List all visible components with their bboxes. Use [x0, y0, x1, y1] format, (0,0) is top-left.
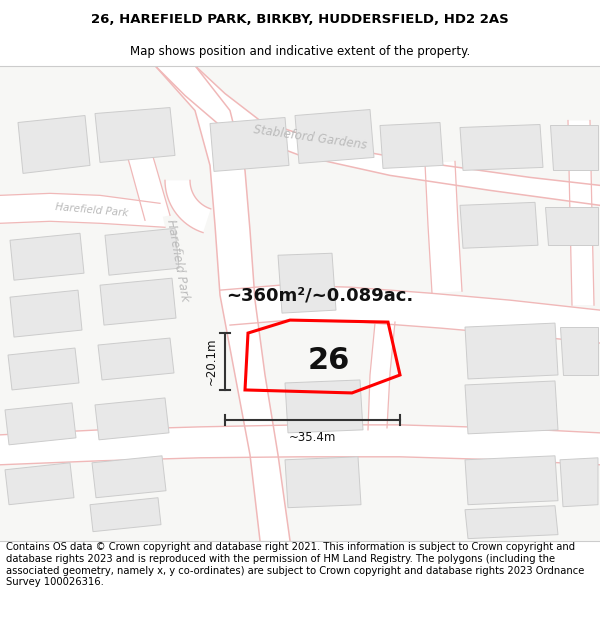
- Polygon shape: [0, 425, 600, 465]
- Polygon shape: [550, 126, 598, 171]
- Polygon shape: [560, 327, 598, 375]
- Text: Harefield Park: Harefield Park: [164, 218, 191, 302]
- Polygon shape: [568, 121, 594, 305]
- Polygon shape: [285, 380, 363, 433]
- Polygon shape: [368, 322, 395, 430]
- Polygon shape: [10, 290, 82, 337]
- Polygon shape: [100, 278, 176, 325]
- Text: 26: 26: [307, 346, 350, 375]
- Polygon shape: [165, 181, 211, 232]
- Polygon shape: [18, 116, 90, 173]
- Polygon shape: [155, 66, 600, 206]
- Polygon shape: [5, 462, 74, 505]
- Polygon shape: [115, 114, 170, 220]
- Text: Stableford Gardens: Stableford Gardens: [253, 123, 368, 152]
- Text: Map shows position and indicative extent of the property.: Map shows position and indicative extent…: [130, 45, 470, 58]
- Polygon shape: [98, 338, 174, 380]
- Polygon shape: [285, 457, 361, 508]
- Polygon shape: [278, 253, 336, 313]
- Polygon shape: [10, 233, 84, 280]
- Polygon shape: [90, 498, 161, 532]
- Polygon shape: [460, 124, 543, 171]
- Polygon shape: [95, 398, 169, 440]
- Polygon shape: [425, 161, 462, 293]
- Polygon shape: [560, 458, 598, 507]
- Polygon shape: [8, 348, 79, 390]
- Text: 26, HAREFIELD PARK, BIRKBY, HUDDERSFIELD, HD2 2AS: 26, HAREFIELD PARK, BIRKBY, HUDDERSFIELD…: [91, 13, 509, 26]
- Polygon shape: [92, 456, 166, 498]
- Text: Harefield Park: Harefield Park: [55, 202, 129, 219]
- Polygon shape: [95, 107, 175, 162]
- Polygon shape: [465, 506, 558, 539]
- Polygon shape: [465, 323, 558, 379]
- Text: ~35.4m: ~35.4m: [289, 431, 336, 444]
- Polygon shape: [155, 66, 290, 541]
- Polygon shape: [380, 122, 443, 168]
- Polygon shape: [465, 456, 558, 505]
- Text: ~360m²/~0.089ac.: ~360m²/~0.089ac.: [226, 286, 413, 304]
- Polygon shape: [465, 381, 558, 434]
- Text: ~20.1m: ~20.1m: [205, 338, 218, 385]
- Polygon shape: [0, 193, 165, 228]
- Polygon shape: [5, 403, 76, 445]
- Polygon shape: [545, 208, 598, 245]
- Polygon shape: [105, 228, 179, 275]
- Text: Contains OS data © Crown copyright and database right 2021. This information is : Contains OS data © Crown copyright and d…: [6, 542, 584, 587]
- Polygon shape: [210, 118, 289, 171]
- Polygon shape: [295, 109, 374, 163]
- Polygon shape: [220, 285, 600, 343]
- Polygon shape: [460, 202, 538, 248]
